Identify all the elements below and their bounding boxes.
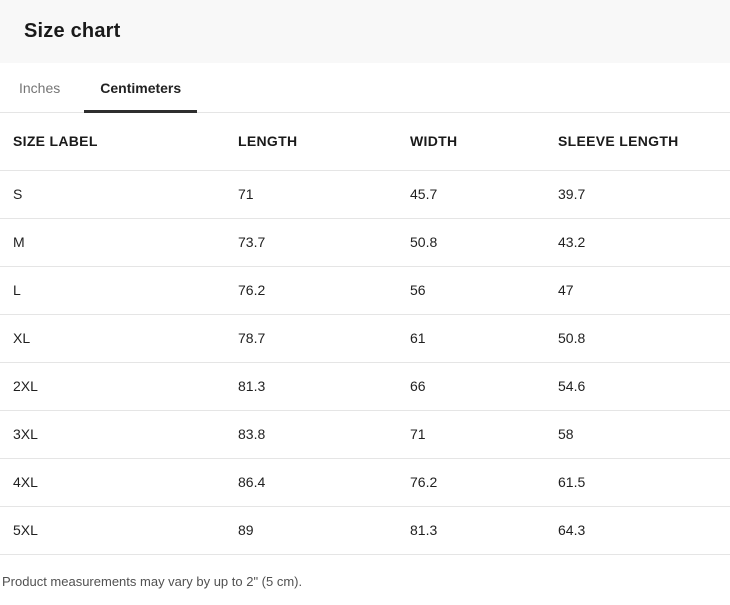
size-label-cell: S	[0, 170, 225, 219]
size-label-cell: XL	[0, 314, 225, 363]
sleeve-length-cell: 61.5	[545, 458, 730, 507]
sleeve-length-cell: 43.2	[545, 218, 730, 267]
size-label-cell: 5XL	[0, 506, 225, 555]
measurement-note: Product measurements may vary by up to 2…	[2, 573, 303, 589]
width-cell: 50.8	[397, 218, 545, 267]
width-cell: 45.7	[397, 170, 545, 219]
length-cell: 73.7	[225, 218, 397, 267]
column-header-size-label: SIZE LABEL	[0, 113, 225, 171]
length-cell: 86.4	[225, 458, 397, 507]
tab-inches[interactable]: Inches	[19, 79, 61, 96]
length-cell: 89	[225, 506, 397, 555]
size-label-cell: L	[0, 266, 225, 315]
column-header-length: LENGTH	[225, 113, 397, 171]
length-cell: 71	[225, 170, 397, 219]
width-cell: 71	[397, 410, 545, 459]
sleeve-length-cell: 54.6	[545, 362, 730, 411]
sleeve-length-cell: 58	[545, 410, 730, 459]
size-label-cell: M	[0, 218, 225, 267]
length-cell: 81.3	[225, 362, 397, 411]
unit-tabs: Inches Centimeters	[0, 63, 730, 113]
table-row: L 76.2 56 47	[0, 266, 730, 315]
sleeve-length-cell: 39.7	[545, 170, 730, 219]
size-label-cell: 3XL	[0, 410, 225, 459]
page-title: Size chart	[24, 20, 121, 42]
width-cell: 81.3	[397, 506, 545, 555]
column-header-width: WIDTH	[397, 113, 545, 171]
column-header-sleeve-length: SLEEVE LENGTH	[545, 113, 730, 171]
table-row: 2XL 81.3 66 54.6	[0, 362, 730, 411]
sleeve-length-cell: 50.8	[545, 314, 730, 363]
tab-centimeters[interactable]: Centimeters	[84, 63, 198, 113]
width-cell: 76.2	[397, 458, 545, 507]
size-chart-table-body: S 71 45.7 39.7 M 73.7 50.8 43.2 L 76.2 56 47 XL 78.7 6…	[0, 170, 730, 555]
table-row: M 73.7 50.8 43.2	[0, 218, 730, 267]
length-cell: 78.7	[225, 314, 397, 363]
size-chart-header: Size chart	[0, 0, 730, 63]
table-row: 5XL 89 81.3 64.3	[0, 506, 730, 555]
table-row: 4XL 86.4 76.2 61.5	[0, 458, 730, 507]
length-cell: 83.8	[225, 410, 397, 459]
sleeve-length-cell: 64.3	[545, 506, 730, 555]
width-cell: 61	[397, 314, 545, 363]
sleeve-length-cell: 47	[545, 266, 730, 315]
length-cell: 76.2	[225, 266, 397, 315]
table-row: 3XL 83.8 71 58	[0, 410, 730, 459]
table-header-row: SIZE LABEL LENGTH WIDTH SLEEVE LENGTH	[0, 113, 730, 171]
size-label-cell: 2XL	[0, 362, 225, 411]
table-row: S 71 45.7 39.7	[0, 170, 730, 219]
width-cell: 66	[397, 362, 545, 411]
size-label-cell: 4XL	[0, 458, 225, 507]
width-cell: 56	[397, 266, 545, 315]
table-row: XL 78.7 61 50.8	[0, 314, 730, 363]
